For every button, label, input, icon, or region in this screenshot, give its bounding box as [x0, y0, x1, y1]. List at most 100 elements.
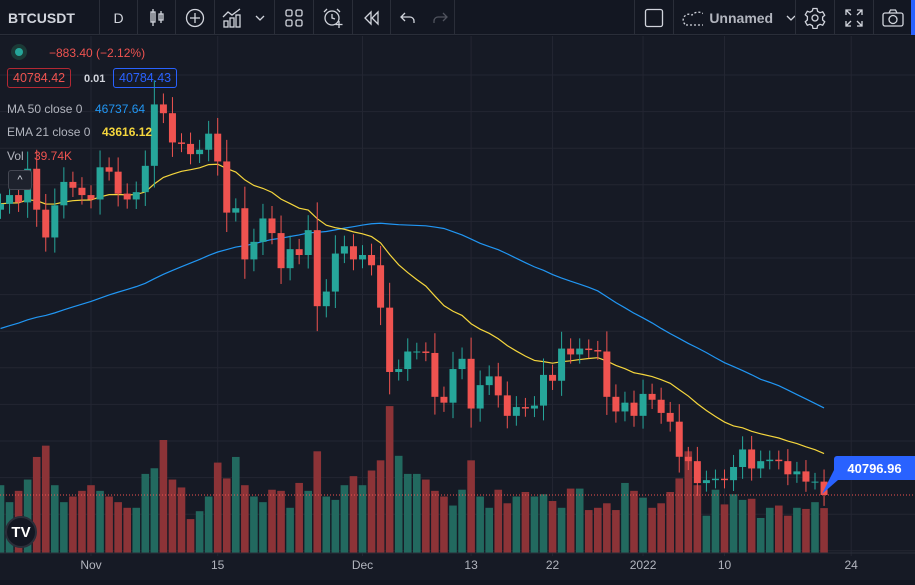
candle-body: [205, 133, 213, 150]
time-tick-label: 24: [844, 558, 858, 572]
volume-bar: [539, 494, 548, 553]
chart-type-button[interactable]: [138, 0, 176, 35]
candle-body: [476, 385, 484, 409]
candle-body: [96, 167, 104, 200]
volume-bar: [630, 490, 638, 553]
volume-bar: [0, 485, 5, 553]
settings-button[interactable]: [796, 0, 835, 35]
volume-bar: [304, 490, 312, 553]
alert-icon: [323, 8, 343, 28]
undo-button[interactable]: [391, 0, 425, 35]
volume-bar: [648, 507, 656, 553]
layout-name-button[interactable]: Unnamed: [674, 0, 796, 35]
square-icon: [644, 8, 664, 27]
fullscreen-icon: [845, 8, 863, 27]
candle-body: [422, 351, 430, 353]
candle-body: [268, 218, 276, 234]
price-chart[interactable]: [0, 36, 915, 580]
candle-body: [530, 405, 538, 409]
candle-body: [503, 395, 511, 416]
candle-body: [241, 208, 249, 260]
layouts-button[interactable]: [275, 0, 314, 35]
collapse-legend-button[interactable]: ^: [8, 170, 32, 190]
candle-body: [585, 348, 593, 351]
volume-bar: [729, 494, 738, 553]
volume-bar: [204, 496, 213, 553]
volume-bar: [584, 510, 593, 553]
candle-body: [711, 478, 719, 481]
volume-bar: [494, 489, 503, 553]
candle-body: [648, 393, 656, 400]
cloud-icon: [682, 11, 704, 26]
volume-bar: [440, 496, 448, 553]
candle-body: [485, 376, 493, 386]
volume-bar: [530, 496, 539, 553]
volume-bar: [458, 489, 466, 553]
volume-bar: [403, 473, 412, 553]
volume-bar: [132, 507, 141, 553]
candle-body: [78, 187, 86, 196]
volume-bar: [349, 476, 358, 553]
indicators-button[interactable]: [215, 0, 275, 35]
volume-bar: [268, 489, 276, 553]
candle-body: [395, 369, 403, 372]
redo-button[interactable]: [425, 0, 455, 35]
volume-bar: [177, 487, 186, 553]
ma-label[interactable]: MA 50 close 0: [7, 102, 83, 116]
candle-body: [250, 241, 258, 260]
volume-bar: [222, 478, 231, 553]
volume-bar: [476, 496, 484, 553]
tradingview-logo[interactable]: TV: [5, 516, 37, 548]
volume-bar: [141, 473, 150, 553]
compare-button[interactable]: [176, 0, 215, 35]
screenshot-button[interactable]: [874, 0, 911, 35]
volume-bar: [566, 488, 575, 553]
chart-pane[interactable]: [0, 36, 915, 580]
volume-bar: [702, 515, 711, 553]
candle-body: [60, 181, 68, 206]
volume-bar: [259, 502, 267, 553]
candle-body: [277, 233, 285, 269]
candle-body: [141, 165, 149, 193]
replay-button[interactable]: [353, 0, 391, 35]
gear-icon: [804, 7, 826, 29]
symbol-button[interactable]: BTCUSDT: [0, 0, 100, 35]
candle-body: [304, 230, 312, 256]
volume-bar: [41, 445, 50, 553]
volume-bar: [195, 511, 204, 553]
candle-body: [313, 230, 321, 307]
candle-body: [603, 351, 611, 397]
volume-bar: [793, 507, 801, 553]
chevron-down-icon: [786, 15, 795, 21]
alert-button[interactable]: [314, 0, 353, 35]
chevron-down-icon: [255, 15, 264, 21]
volume-bar: [621, 482, 629, 553]
ema-value: 43616.12: [102, 125, 153, 139]
candle-body: [494, 376, 502, 396]
fullscreen-button[interactable]: [835, 0, 874, 35]
sell-button[interactable]: 40784.42: [7, 68, 72, 88]
spread: 0.01: [84, 73, 106, 85]
candle-body: [730, 467, 738, 481]
candle-body: [69, 181, 77, 188]
candle-body: [811, 481, 819, 483]
drawing-mode-button[interactable]: [634, 0, 674, 35]
ema-line: [0, 163, 825, 455]
buy-button[interactable]: 40784.43: [113, 68, 178, 88]
candle-body: [322, 291, 330, 307]
candle-body: [368, 255, 376, 266]
ema-label[interactable]: EMA 21 close 0: [7, 125, 91, 139]
layouts-icon: [285, 8, 303, 27]
volume-bar: [413, 473, 421, 553]
candle-body: [657, 399, 665, 413]
vol-label[interactable]: Vol: [7, 149, 24, 163]
layout-name: Unnamed: [709, 9, 774, 26]
interval-button[interactable]: D: [100, 0, 138, 35]
volume-bar: [331, 499, 340, 553]
volume-bar: [385, 406, 394, 553]
price-change: −883.40 (−2.12%): [49, 46, 146, 60]
volume-bar: [639, 497, 647, 553]
volume-bar: [657, 503, 665, 553]
volume-bar: [802, 508, 810, 553]
candle-body: [721, 478, 728, 481]
